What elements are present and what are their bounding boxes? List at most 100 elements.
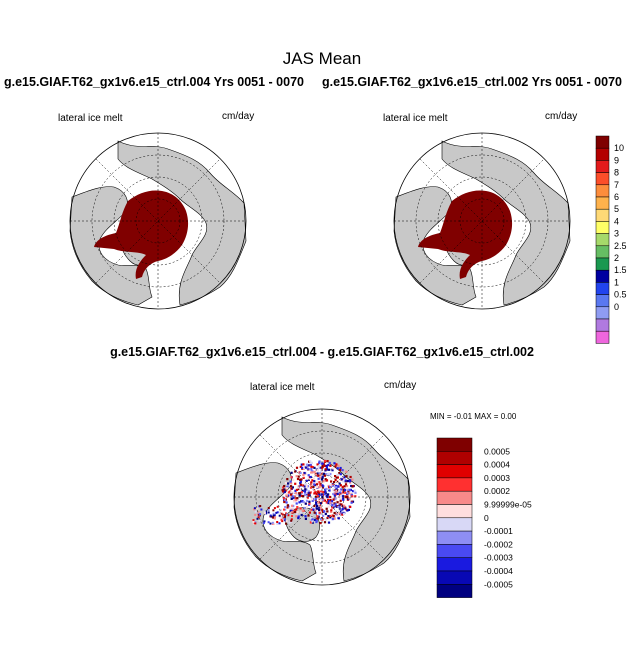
difference-cell (318, 481, 321, 484)
difference-cell (309, 463, 312, 466)
colorbar-diff-label: -0.0003 (484, 553, 513, 563)
difference-cell (329, 499, 332, 502)
difference-cell (290, 519, 293, 522)
difference-cell (328, 461, 331, 465)
difference-cell (316, 495, 319, 498)
difference-cell (290, 471, 293, 474)
difference-cell (310, 465, 313, 468)
difference-cell (317, 477, 320, 480)
difference-cell (350, 501, 353, 504)
difference-cell (328, 489, 331, 492)
difference-cell (341, 494, 344, 498)
difference-cell (289, 480, 292, 483)
difference-cell (347, 498, 350, 501)
difference-cell (349, 481, 352, 484)
difference-cell (296, 511, 299, 514)
difference-cell (288, 483, 292, 487)
difference-cell (305, 485, 308, 488)
difference-cell (300, 463, 303, 466)
difference-cell (343, 485, 346, 488)
difference-cell (326, 516, 329, 520)
difference-cell (299, 511, 302, 514)
difference-cell (273, 517, 276, 520)
difference-cell (303, 506, 306, 510)
difference-cell (286, 478, 289, 481)
land-mass-eurasia (441, 140, 571, 306)
difference-cell (334, 475, 337, 478)
difference-cell (329, 501, 332, 504)
diff-panel-title: g.e15.GIAF.T62_gx1v6.e15_ctrl.004 - g.e1… (110, 345, 534, 359)
difference-cell (338, 491, 341, 494)
difference-cell (310, 481, 313, 484)
difference-cell (300, 478, 303, 481)
difference-cell (293, 500, 296, 503)
difference-cell (308, 491, 311, 495)
difference-cell (332, 498, 335, 501)
difference-cell (276, 523, 279, 525)
meridian-line (259, 434, 385, 560)
difference-cell (295, 508, 298, 511)
colorbar-diff-box (436, 557, 473, 572)
colorbar-diff-box (436, 504, 473, 519)
difference-cell (319, 506, 322, 509)
difference-cell (330, 509, 333, 512)
difference-cell (338, 504, 341, 507)
difference-cell (273, 507, 276, 510)
colorbar-top-label: 3 (614, 229, 619, 239)
difference-cell (313, 489, 316, 492)
difference-cell (317, 500, 320, 504)
difference-cell (348, 497, 351, 500)
difference-cell (351, 500, 355, 503)
colorbar-top-box (595, 330, 610, 344)
difference-cell (301, 489, 304, 492)
difference-cell (279, 516, 282, 519)
colorbar-diff-label: 9.99999e-05 (484, 500, 532, 510)
difference-cell (296, 477, 300, 481)
difference-cell (317, 474, 320, 477)
colorbar-diff-box (436, 464, 473, 479)
difference-cell (344, 483, 348, 486)
difference-cell (338, 472, 341, 475)
difference-cell (276, 511, 279, 514)
colorbar-diff-label: 0.0002 (484, 486, 510, 496)
difference-cell (336, 476, 339, 479)
land-mass-eurasia (281, 416, 411, 582)
difference-cell (315, 495, 318, 498)
difference-cell (316, 517, 319, 520)
difference-cell (334, 497, 337, 500)
colorbar-diff-box (436, 451, 473, 465)
difference-cell (327, 464, 330, 467)
difference-cell (323, 459, 327, 463)
difference-cell (289, 509, 292, 512)
difference-cell (321, 510, 324, 513)
difference-cell (294, 482, 297, 485)
difference-cell (297, 486, 300, 489)
difference-cell (328, 495, 331, 499)
difference-cell (335, 490, 338, 493)
difference-cell (283, 508, 285, 511)
difference-cell (281, 489, 284, 492)
difference-cell (308, 503, 311, 506)
difference-cell (289, 490, 292, 493)
difference-cell (265, 512, 268, 515)
difference-cell (308, 502, 311, 505)
difference-cell (334, 503, 337, 506)
difference-cell (291, 486, 294, 489)
difference-cell (325, 479, 329, 482)
colorbar-top-label: 0.5 (614, 290, 627, 300)
difference-cell (325, 507, 328, 510)
difference-cell (336, 492, 339, 496)
difference-cell (304, 491, 307, 494)
difference-cell (332, 506, 335, 509)
difference-cell (257, 516, 260, 519)
map-boundary (393, 132, 571, 310)
difference-cell (324, 490, 327, 493)
difference-cell (313, 518, 317, 521)
difference-cell (256, 517, 259, 520)
difference-cell (291, 515, 293, 517)
difference-cell (349, 505, 352, 508)
difference-cell (321, 475, 324, 479)
difference-cell (285, 513, 288, 516)
difference-cell (309, 475, 312, 479)
